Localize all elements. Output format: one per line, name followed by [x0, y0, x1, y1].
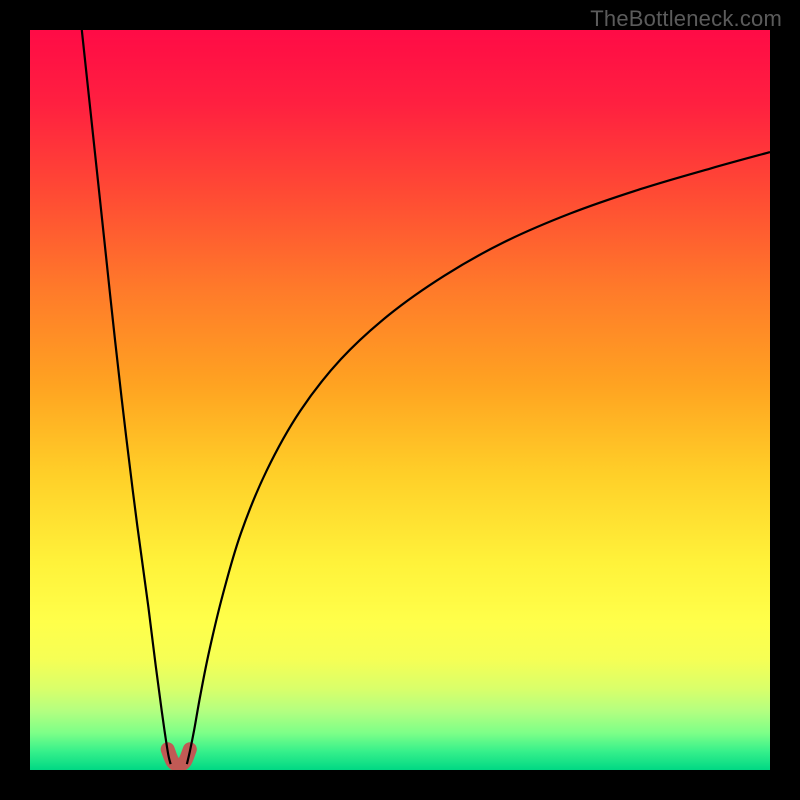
watermark-text: TheBottleneck.com [590, 6, 782, 32]
chart-container: TheBottleneck.com [0, 0, 800, 800]
bottleneck-curve-left [82, 30, 171, 764]
bottleneck-curve-right [187, 152, 770, 764]
curve-layer [30, 30, 770, 770]
plot-area [30, 30, 770, 770]
